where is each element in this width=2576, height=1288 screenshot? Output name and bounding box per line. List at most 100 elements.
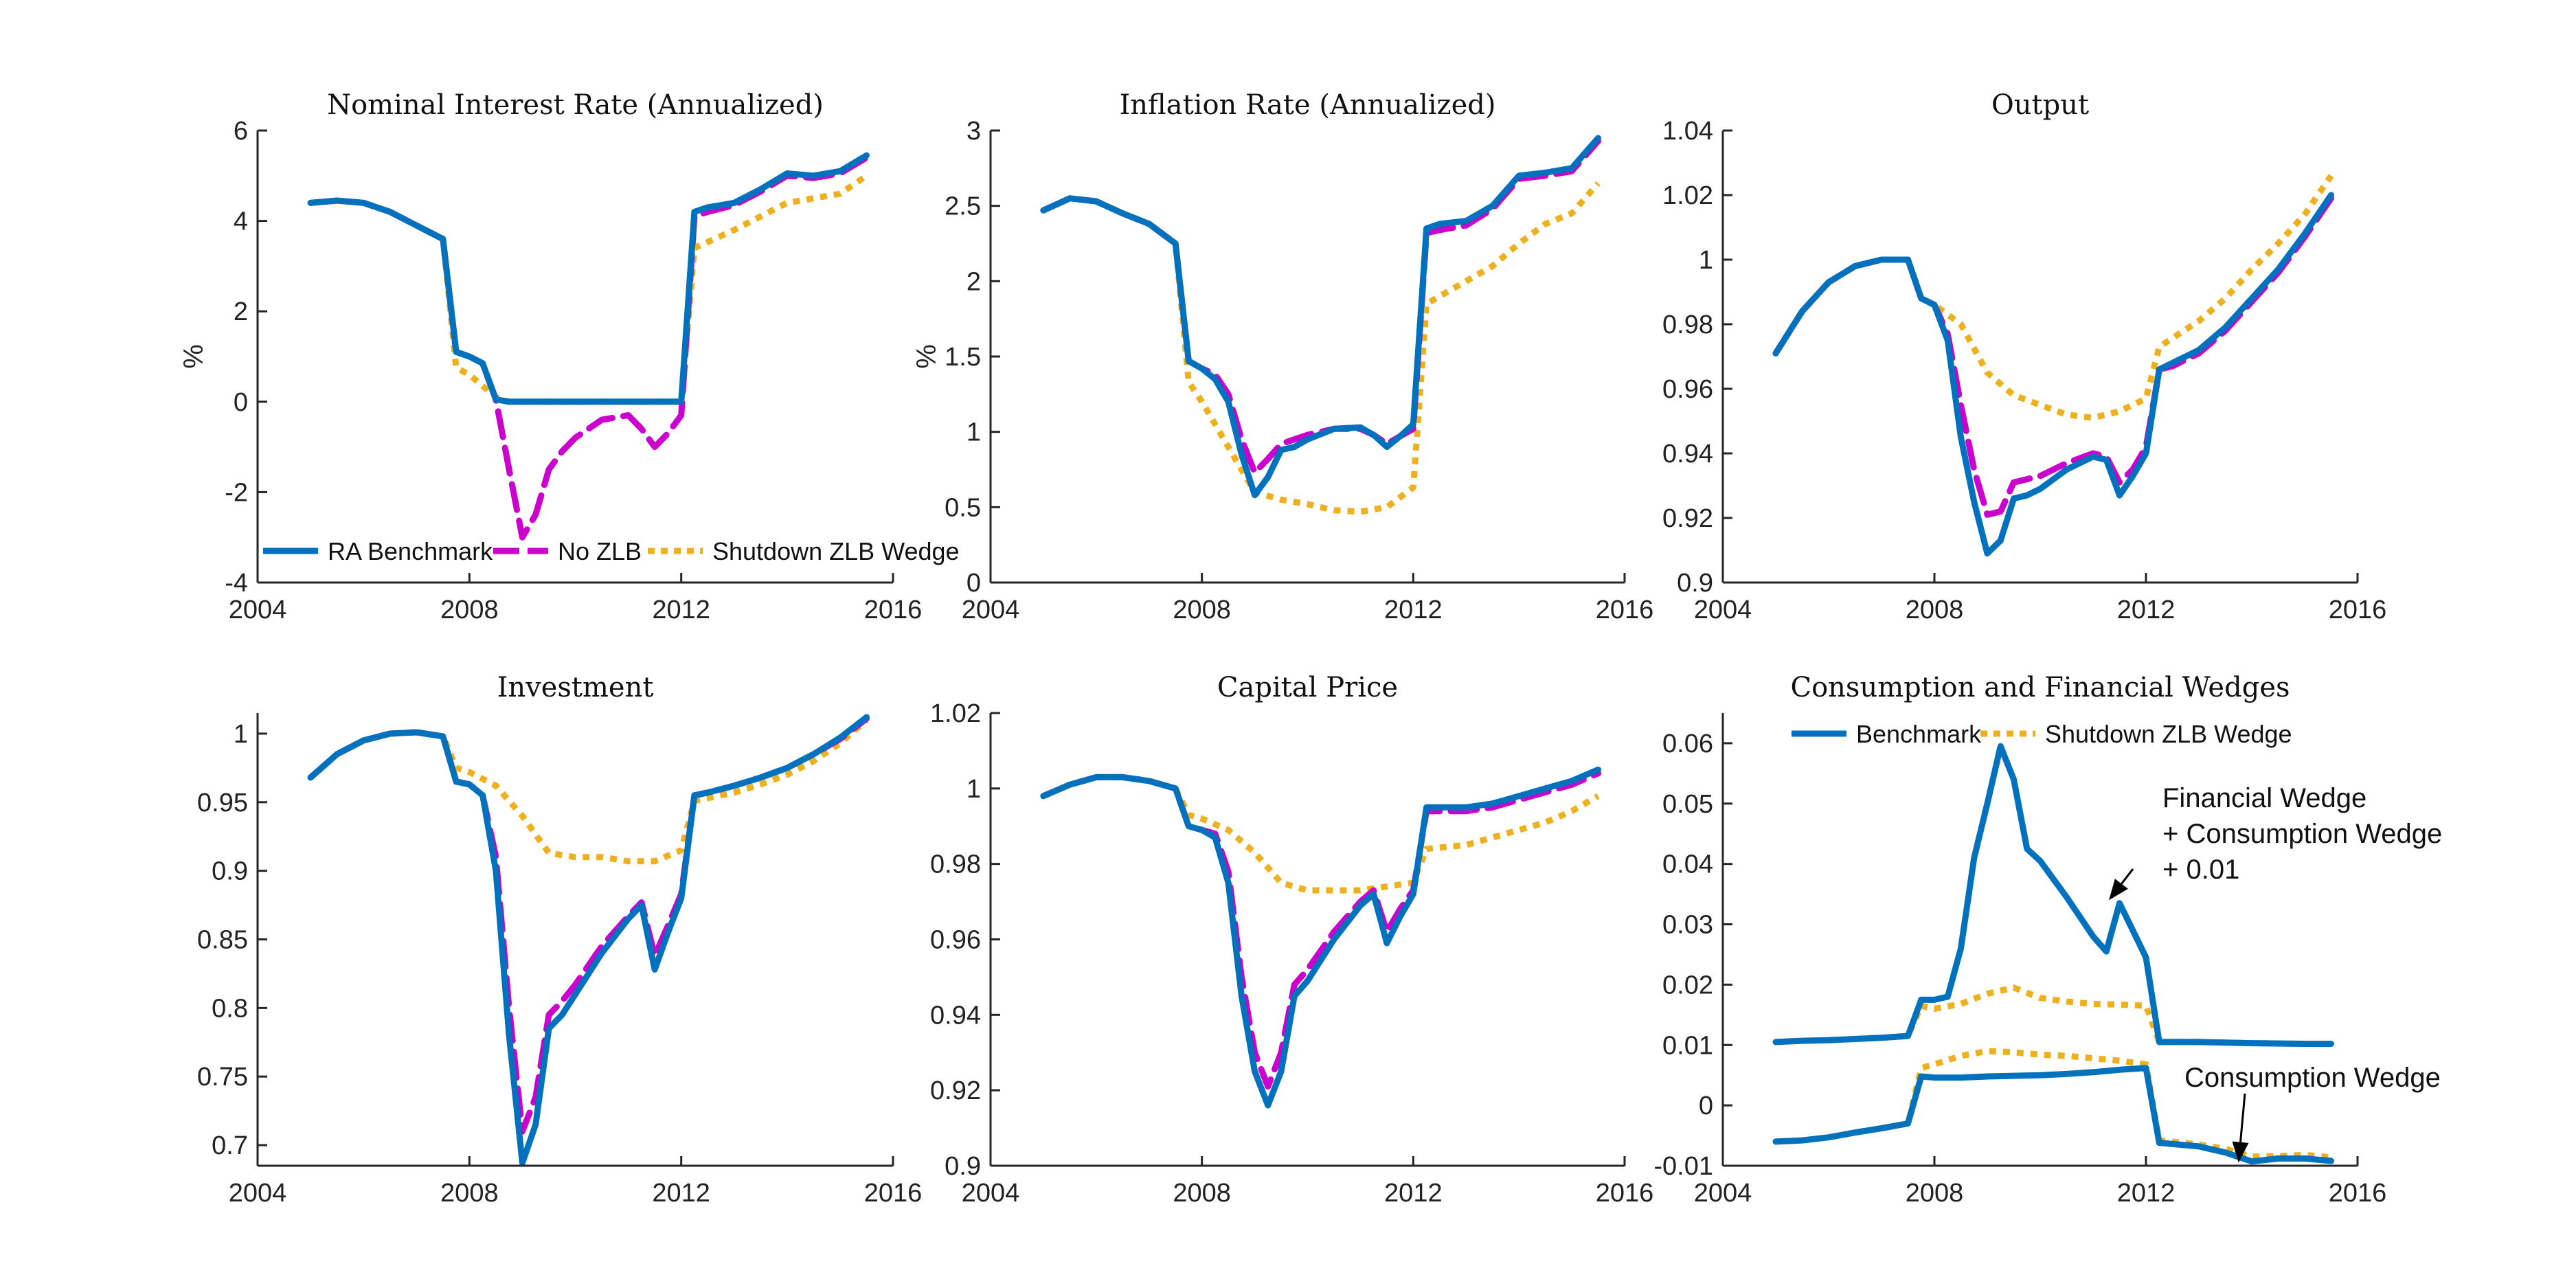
y-tick-label: 0.95 <box>197 789 248 817</box>
series-ra-benchmark-line <box>1772 192 2334 557</box>
x-tick-label: 2012 <box>2117 1179 2176 1208</box>
series-ra-benchmark-line <box>307 714 870 1166</box>
x-tick-label: 2004 <box>1694 596 1752 624</box>
x-tick-label: 2016 <box>1596 596 1654 624</box>
series-group <box>1040 766 1601 1109</box>
x-tick-label: 2004 <box>962 596 1020 624</box>
panel-3: Output 2004 2008 2012 2016 0.9 0.92 0.94 0.96 0.9… <box>1662 89 2386 624</box>
series-ra-benchmark-line <box>1040 135 1601 499</box>
y-tick-label: 2.5 <box>945 192 981 221</box>
y-tick-label: 0.9 <box>212 857 248 886</box>
x-tick-label: 2004 <box>229 1179 287 1208</box>
y-tick-label: 0 <box>967 569 981 598</box>
y-tick-label: 0.96 <box>930 926 981 955</box>
y-tick-label: 0 <box>234 388 248 417</box>
y-tick-label: 6 <box>234 117 248 146</box>
x-tick-label: 2008 <box>1173 596 1231 624</box>
y-tick-label: 0.05 <box>1662 790 1713 819</box>
y-tick-label: 0.03 <box>1662 911 1713 940</box>
y-tick-label: 1 <box>234 720 248 749</box>
legend-label: RA Benchmark <box>328 537 493 565</box>
y-tick-label: 0.92 <box>930 1076 981 1105</box>
series-ra-benchmark-line <box>1040 766 1601 1109</box>
series-shutdown-zlb-wedge-line <box>310 173 869 405</box>
y-tick-label: 0.7 <box>212 1131 248 1160</box>
x-tick-label: 2008 <box>1906 596 1964 624</box>
x-tick-label: 2016 <box>864 1179 923 1208</box>
legend-label: Shutdown ZLB Wedge <box>712 537 960 565</box>
y-tick-label: 0.8 <box>212 994 248 1023</box>
annotation-arrow-head <box>2109 879 2128 901</box>
y-tick-label: 3 <box>967 117 981 146</box>
series-benchmark-consumption-line <box>1772 1065 2334 1165</box>
series-group <box>1772 174 2334 557</box>
y-tick-label: 2 <box>234 297 248 326</box>
y-tick-label: 0.75 <box>197 1063 248 1092</box>
y-tick-label: 0.98 <box>930 850 981 879</box>
y-tick-label: 1.02 <box>930 699 981 728</box>
annotation-text: Consumption Wedge <box>2184 1063 2441 1093</box>
x-tick-label: 2004 <box>1694 1179 1752 1208</box>
x-tick-label: 2004 <box>229 596 287 624</box>
x-tick-label: 2016 <box>864 596 923 624</box>
x-tick-label: 2016 <box>2329 1179 2387 1208</box>
x-tick-label: 2012 <box>1384 596 1443 624</box>
y-tick-label: 0.04 <box>1662 850 1713 879</box>
y-tick-label: 0.94 <box>930 1001 981 1030</box>
panel-title: Output <box>1991 89 2089 121</box>
legend: RA Benchmark No ZLB Shutdown ZLB Wedge <box>263 537 960 565</box>
legend: Benchmark Shutdown ZLB Wedge <box>1792 720 2292 748</box>
x-tick-label: 2008 <box>1906 1179 1964 1208</box>
series-group <box>1772 743 2334 1165</box>
annotation-text: Financial Wedge <box>2162 783 2366 813</box>
y-tick-label: 0.98 <box>1662 310 1713 339</box>
series-shutdown-zlb-wedge-line <box>1773 174 2334 421</box>
panel-title: Nominal Interest Rate (Annualized) <box>327 89 824 121</box>
y-tick-label: 0.06 <box>1662 730 1713 758</box>
y-tick-label: 4 <box>234 207 248 236</box>
x-tick-label: 2016 <box>2329 596 2387 624</box>
panel-title: Investment <box>497 672 654 703</box>
x-tick-label: 2016 <box>1596 1179 1654 1208</box>
series-ra-benchmark-line <box>307 152 870 405</box>
x-tick-label: 2008 <box>440 596 499 624</box>
series-shutdown-zlb-wedge-financial-line <box>1775 984 2331 1047</box>
series-shutdown-zlb-wedge-line <box>1042 181 1601 515</box>
y-tick-label: 0.02 <box>1662 971 1713 999</box>
annotation-text: + 0.01 <box>2162 855 2239 885</box>
legend-label: Shutdown ZLB Wedge <box>2045 720 2292 748</box>
panel-2: Inflation Rate (Annualized)%2004 2008 2012… <box>912 89 1653 624</box>
x-tick-label: 2012 <box>652 1179 710 1208</box>
y-tick-label: 0 <box>1699 1092 1713 1120</box>
series-group <box>307 714 870 1166</box>
series-no-zlb-line <box>307 715 870 1135</box>
y-tick-label: -2 <box>225 478 248 507</box>
x-tick-label: 2012 <box>652 596 710 624</box>
annotation-arrow-shaft <box>2121 868 2134 885</box>
y-tick-label: 0.5 <box>945 493 981 522</box>
x-tick-label: 2008 <box>1173 1179 1231 1208</box>
y-tick-label: 1 <box>967 418 981 447</box>
panel-1: Nominal Interest Rate (Annualized)% 2004 2… <box>179 89 960 624</box>
legend-label: No ZLB <box>558 537 642 565</box>
y-tick-label: 1 <box>1699 246 1713 275</box>
y-tick-label: 0.96 <box>1662 375 1713 404</box>
series-shutdown-zlb-wedge-line <box>308 717 869 865</box>
series-group <box>1040 135 1601 515</box>
y-tick-label: 0.94 <box>1662 440 1713 468</box>
series-no-zlb-line <box>1040 137 1601 476</box>
annotation-arrow-shaft <box>2239 1093 2246 1142</box>
y-tick-label: 0.85 <box>197 926 248 955</box>
y-axis-label: % <box>179 344 209 369</box>
y-tick-label: 1.5 <box>945 343 981 372</box>
y-tick-label: 1.02 <box>1662 181 1713 210</box>
y-tick-label: 1.04 <box>1662 117 1713 146</box>
annotation-text: + Consumption Wedge <box>2162 819 2442 849</box>
y-tick-label: 1 <box>967 775 981 804</box>
annotation-arrow-head <box>2232 1141 2249 1163</box>
y-tick-label: -4 <box>225 569 248 598</box>
y-tick-label: 2 <box>967 267 981 296</box>
panel-title: Consumption and Financial Wedges <box>1790 672 2290 703</box>
x-tick-label: 2012 <box>1384 1179 1443 1208</box>
